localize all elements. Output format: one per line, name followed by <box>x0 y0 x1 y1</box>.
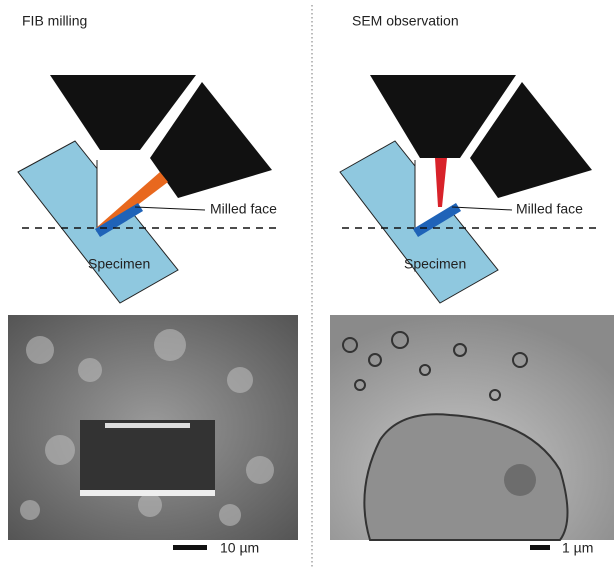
micrograph-texture <box>20 329 274 526</box>
specimen-label: Specimen <box>88 256 150 272</box>
scale-bar <box>530 545 550 550</box>
specimen-label: Specimen <box>404 256 466 272</box>
leader-line <box>134 206 206 211</box>
panel-fib: FIB milling Milled face Specimen 10 µm <box>8 13 298 556</box>
cell-nucleus <box>363 413 569 541</box>
panel-title: SEM observation <box>352 13 459 29</box>
electron-beam <box>435 158 447 207</box>
scale-bar <box>173 545 207 550</box>
sem-column <box>50 75 196 150</box>
scale-label: 1 µm <box>562 540 593 556</box>
trench-edge <box>80 490 215 496</box>
leader-line <box>451 206 513 211</box>
face-label: Milled face <box>516 201 583 217</box>
sem-column <box>370 75 516 158</box>
panel-title: FIB milling <box>22 13 87 29</box>
milled-cut <box>97 160 140 232</box>
milled-cut <box>415 160 458 232</box>
trench-top <box>105 423 190 428</box>
milled-trench <box>80 420 215 495</box>
micrograph-texture <box>342 331 528 401</box>
panel-sem: SEM observation Milled face Specimen 1 µ… <box>330 13 614 556</box>
nucleolus <box>504 464 536 496</box>
face-label: Milled face <box>210 201 277 217</box>
ion-beam <box>96 172 168 232</box>
fib-column <box>150 82 272 198</box>
fib-column <box>470 82 592 198</box>
scale-label: 10 µm <box>220 540 259 556</box>
